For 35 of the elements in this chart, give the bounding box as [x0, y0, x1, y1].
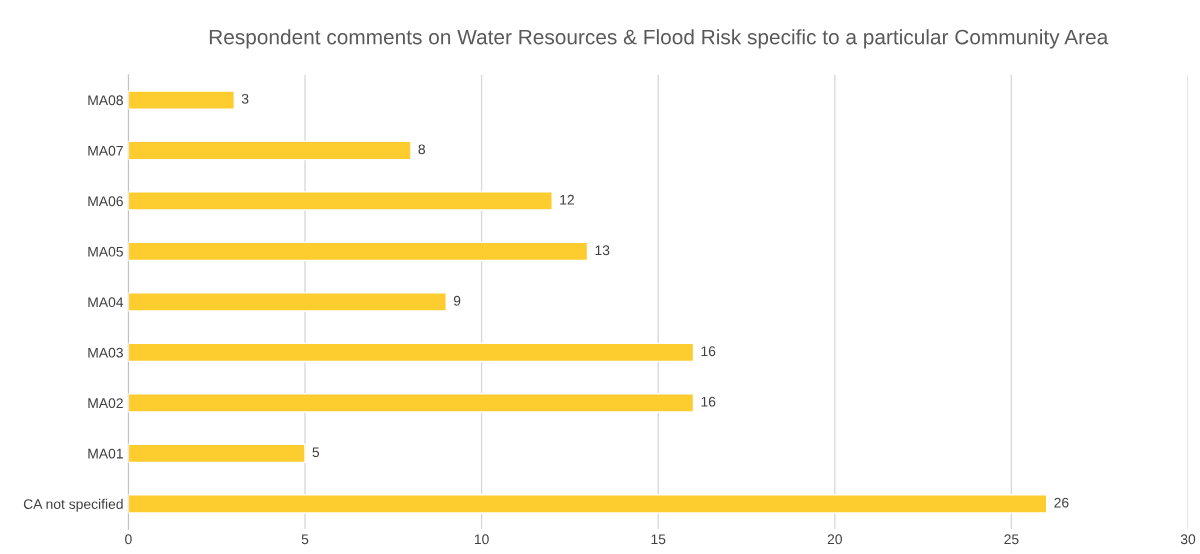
- y-tick-label: MA01: [88, 448, 123, 459]
- bar: [128, 494, 1048, 514]
- x-tick-label: 0: [125, 534, 132, 545]
- data-label: 8: [418, 144, 426, 155]
- y-tick-label: CA not specified: [23, 498, 123, 512]
- data-label: 13: [595, 245, 610, 256]
- x-tick-label: 25: [1004, 534, 1019, 545]
- y-tick-label: MA05: [88, 246, 123, 257]
- x-tick-label: 10: [474, 534, 489, 545]
- x-tick-label: 30: [1180, 534, 1196, 545]
- x-tick-label: 20: [827, 534, 842, 545]
- data-label: 16: [701, 346, 716, 357]
- x-tick-label: 5: [301, 534, 309, 545]
- y-tick-label: MA06: [88, 196, 123, 207]
- data-label: 16: [701, 396, 716, 407]
- bar: [128, 292, 447, 312]
- y-tick-label: MA02: [88, 398, 123, 409]
- bar: [128, 90, 236, 110]
- bar: [128, 241, 589, 262]
- y-tick-label: MA07: [88, 145, 123, 156]
- data-label: 3: [241, 93, 249, 104]
- bar: [128, 443, 306, 464]
- y-tick-label: MA04: [88, 297, 124, 308]
- chart-title: Respondent comments on Water Resources & Flood Risk specific to a particular Community Area: [209, 29, 1109, 49]
- data-label: 5: [312, 447, 320, 458]
- bar: [128, 191, 553, 211]
- bar: [128, 342, 695, 363]
- data-label: 12: [560, 194, 574, 205]
- y-tick-label: MA08: [88, 95, 123, 106]
- y-tick-label: MA03: [88, 347, 123, 358]
- bar: [128, 140, 412, 161]
- x-tick-label: 15: [651, 534, 666, 545]
- data-label: 9: [453, 295, 461, 306]
- data-label: 26: [1054, 497, 1069, 508]
- bar: [128, 393, 695, 413]
